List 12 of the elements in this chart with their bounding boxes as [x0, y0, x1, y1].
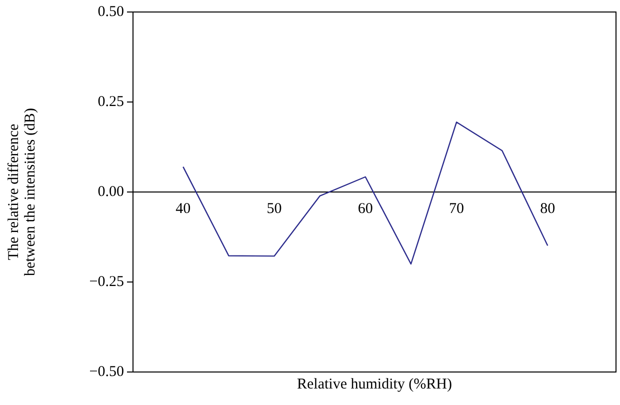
x-tick-label: 80: [540, 200, 556, 217]
x-axis-title: Relative humidity (%RH): [297, 376, 452, 392]
x-tick-label: 60: [358, 200, 373, 217]
y-tick-label: −0.50: [89, 364, 124, 380]
x-tick-label: 70: [449, 200, 464, 217]
x-tick-label: 40: [176, 200, 191, 217]
y-tick-label: −0.25: [89, 274, 124, 290]
y-tick-label: 0.00: [98, 184, 124, 200]
y-tick-label: 0.50: [98, 4, 124, 20]
y-tick-label: 0.25: [98, 94, 124, 110]
x-tick-label: 50: [266, 200, 282, 217]
y-axis-title: The relative difference between the intensities (dB): [6, 108, 39, 276]
